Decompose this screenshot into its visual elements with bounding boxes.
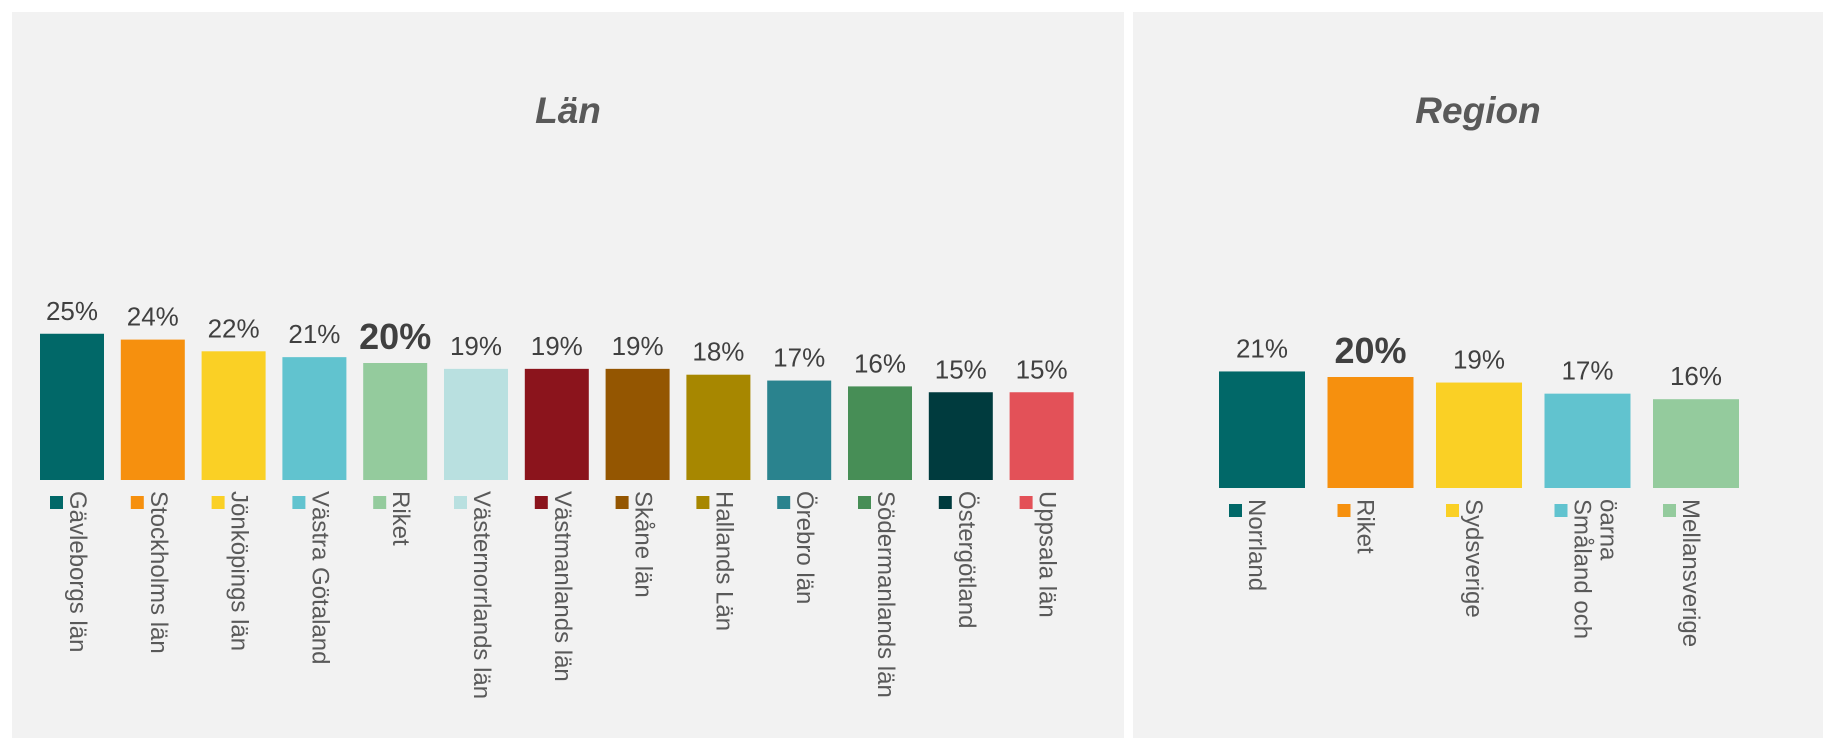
value-label-smaland-och-oarna: 17%	[1561, 356, 1613, 386]
legend-marker-riket	[373, 496, 387, 509]
category-label-riket: Riket	[1352, 499, 1379, 554]
category-label-sodermanlands-lan: Södermanlands län	[872, 491, 899, 698]
category-label-orebro-lan: Örebro län	[791, 491, 818, 604]
legend-marker-mellansverige	[1663, 504, 1676, 517]
value-label-riket: 20%	[359, 316, 431, 357]
bar-mellansverige	[1653, 399, 1739, 488]
value-label-skane-lan: 19%	[612, 331, 664, 361]
region-panel: Region 21% Norrland 20% Riket 19% Sydsverige 1…	[1133, 12, 1823, 738]
category-label-ostergotland: Östergötland	[953, 491, 980, 628]
value-label-mellansverige: 16%	[1670, 361, 1722, 391]
legend-marker-smaland-och-oarna	[1554, 504, 1568, 517]
category-label-mellansverige: Mellansverige	[1677, 499, 1704, 647]
legend-marker-riket	[1337, 504, 1351, 517]
bar-skane-lan	[605, 368, 670, 480]
category-label-norrland: Norrland	[1243, 499, 1270, 591]
bar-vastra-gotaland	[282, 357, 347, 480]
legend-marker-hallands-lan	[696, 496, 710, 509]
category-label-stockholms-lan: Stockholms län	[145, 491, 172, 654]
category-label-vasternorrlands-lan: Västernorrlands län	[468, 491, 495, 699]
value-label-vastmanlands-lan: 19%	[531, 331, 583, 361]
lan-chart: 25% Gävleborgs län 24% Stockholms län 22% Jön…	[40, 296, 1074, 699]
value-label-uppsala-lan: 15%	[1016, 354, 1068, 384]
category-label-uppsala-lan: Uppsala län	[1034, 491, 1061, 618]
bar-sodermanlands-lan	[848, 386, 912, 480]
legend-marker-sydsverige	[1446, 504, 1459, 517]
legend-marker-stockholms-lan	[130, 496, 144, 509]
value-label-norrland: 21%	[1236, 333, 1288, 363]
value-label-sodermanlands-lan: 16%	[854, 348, 906, 378]
legend-marker-sodermanlands-lan	[858, 496, 871, 509]
bar-vasternorrlands-lan	[444, 368, 508, 480]
category-label-gavleborgs-lan: Gävleborgs län	[64, 491, 91, 652]
category-label-sydsverige: Sydsverige	[1460, 499, 1487, 618]
value-label-stockholms-lan: 24%	[127, 302, 179, 332]
category-label-hallands-lan: Hallands Län	[710, 491, 737, 631]
bar-gavleborgs-lan	[40, 333, 104, 480]
bar-stockholms-lan	[120, 339, 185, 480]
category-label-jonkopings-lan: Jönköpings län	[226, 491, 253, 651]
bar-riket	[1327, 377, 1414, 488]
bar-riket	[363, 363, 428, 480]
category-label-skane-lan: Skåne län	[630, 491, 657, 598]
value-label-gavleborgs-lan: 25%	[46, 296, 98, 326]
bar-ostergotland	[928, 392, 993, 480]
bar-sydsverige	[1436, 382, 1522, 488]
value-label-sydsverige: 19%	[1453, 345, 1505, 375]
category-label-vastra-gotaland: Västra Götaland	[306, 491, 333, 664]
value-label-orebro-lan: 17%	[773, 343, 825, 373]
lan-chart-title: Län	[535, 90, 601, 131]
value-label-vasternorrlands-lan: 19%	[450, 331, 502, 361]
legend-marker-vastra-gotaland	[292, 496, 306, 509]
value-label-ostergotland: 15%	[935, 354, 987, 384]
category-label-riket: Riket	[387, 491, 414, 546]
legend-marker-orebro-lan	[777, 496, 791, 509]
bar-orebro-lan	[767, 380, 832, 480]
bar-jonkopings-lan	[201, 351, 266, 480]
lan-panel: Län 25% Gävleborgs län 24% Stockholms län 22…	[12, 12, 1124, 738]
legend-marker-skane-lan	[615, 496, 629, 509]
legend-marker-vasternorrlands-lan	[454, 496, 467, 509]
bar-norrland	[1219, 371, 1305, 488]
legend-marker-uppsala-lan	[1019, 496, 1033, 509]
bar-vastmanlands-lan	[524, 368, 589, 480]
value-label-riket: 20%	[1334, 330, 1406, 371]
value-label-vastra-gotaland: 21%	[288, 319, 340, 349]
region-chart: 21% Norrland 20% Riket 19% Sydsverige 17% Småla…	[1219, 330, 1739, 647]
bar-uppsala-lan	[1009, 392, 1074, 480]
legend-marker-ostergotland	[938, 496, 952, 509]
legend-marker-norrland	[1229, 504, 1242, 517]
legend-marker-gavleborgs-lan	[50, 496, 63, 509]
value-label-hallands-lan: 18%	[692, 337, 744, 367]
bar-smaland-och-oarna	[1544, 393, 1631, 488]
bar-hallands-lan	[686, 374, 751, 480]
legend-marker-jonkopings-lan	[211, 496, 225, 509]
category-label-smaland-och-oarna: Småland ochöarna	[1569, 499, 1622, 639]
region-chart-title: Region	[1415, 90, 1541, 131]
value-label-jonkopings-lan: 22%	[208, 313, 260, 343]
category-label-vastmanlands-lan: Västmanlands län	[549, 491, 576, 682]
legend-marker-vastmanlands-lan	[534, 496, 548, 509]
